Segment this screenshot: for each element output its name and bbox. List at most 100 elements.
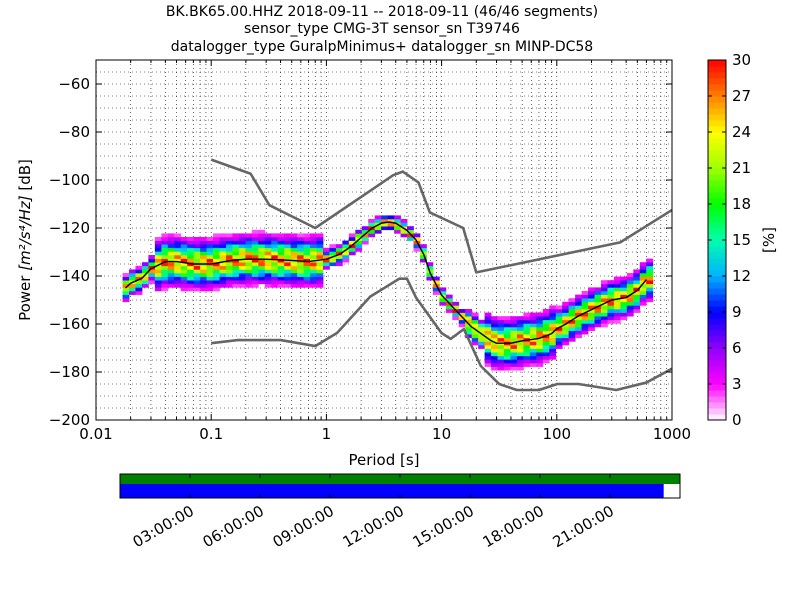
heatmap-cell (594, 298, 602, 303)
heatmap-cell (322, 255, 330, 259)
heatmap-cell (484, 352, 492, 357)
heatmap-cell (174, 255, 182, 259)
heatmap-cell (536, 334, 544, 339)
heatmap-cell (600, 294, 608, 299)
data-coverage-bar (120, 484, 664, 498)
heatmap-cell (639, 273, 647, 277)
heatmap-cell (238, 237, 246, 241)
colorbar-tick-label: 3 (732, 375, 742, 393)
heatmap-cell (310, 244, 317, 249)
heatmap-cell (193, 258, 201, 263)
heatmap-cell (316, 262, 324, 267)
heatmap-cell (277, 233, 285, 238)
heatmap-cell (516, 363, 524, 367)
heatmap-cell (549, 345, 557, 349)
heatmap-cell (626, 298, 634, 303)
heatmap-cell (639, 269, 647, 274)
heatmap-cell (180, 247, 188, 252)
heatmap-cell (491, 363, 498, 367)
heatmap-cell (213, 251, 220, 256)
heatmap-cell (620, 294, 628, 299)
heatmap-cell (187, 265, 195, 270)
heatmap-cell (516, 316, 524, 321)
heatmap-cell (284, 255, 292, 259)
heatmap-cell (251, 229, 259, 234)
heatmap-cell (633, 280, 641, 285)
heatmap-cell (458, 319, 466, 324)
heatmap-cell (303, 276, 311, 281)
heatmap-cell (225, 269, 233, 274)
heatmap-cell (419, 258, 427, 263)
heatmap-cell (646, 280, 654, 285)
heatmap-cell (213, 287, 220, 292)
y-tick-label: −120 (49, 219, 90, 237)
heatmap-cell (251, 244, 259, 249)
heatmap-cell (232, 237, 240, 241)
heatmap-cell (174, 265, 182, 270)
heatmap-cell (297, 251, 304, 256)
heatmap-cell (141, 269, 149, 274)
heatmap-cell (161, 240, 169, 245)
heatmap-cell (167, 233, 175, 238)
heatmap-cell (154, 280, 162, 285)
heatmap-cell (400, 233, 408, 238)
heatmap-cell (555, 309, 563, 313)
heatmap-cell (258, 247, 266, 252)
heatmap-cell (387, 226, 395, 231)
heatmap-cell (297, 247, 304, 252)
heatmap-cell (529, 330, 537, 335)
heatmap-cell (549, 319, 557, 324)
heatmap-cell (290, 273, 298, 277)
heatmap-cell (613, 287, 621, 292)
heatmap-cell (575, 305, 582, 310)
heatmap-cell (600, 291, 608, 295)
colorbar-segment (708, 324, 726, 331)
heatmap-cell (290, 247, 298, 252)
heatmap-cell (445, 305, 453, 310)
colorbar-segment (708, 402, 726, 409)
heatmap-cell (516, 355, 524, 360)
heatmap-cell (167, 255, 175, 259)
heatmap-cell (225, 276, 233, 281)
heatmap-cell (129, 287, 136, 292)
heatmap-cell (594, 291, 602, 295)
heatmap-cell (523, 327, 531, 331)
y-tick-label: −140 (49, 267, 90, 285)
heatmap-cell (258, 240, 266, 245)
time-tick-label: 15:00:00 (410, 502, 477, 551)
heatmap-cell (588, 298, 595, 303)
heatmap-cell (588, 291, 595, 295)
heatmap-cell (219, 258, 227, 263)
heatmap-cell (187, 258, 195, 263)
heatmap-cell (303, 269, 311, 274)
heatmap-cell (193, 255, 201, 259)
heatmap-cell (264, 265, 272, 270)
y-tick-label: −180 (49, 363, 90, 381)
heatmap-cell (161, 233, 169, 238)
heatmap-cell (536, 345, 544, 349)
heatmap-cell (594, 305, 602, 310)
heatmap-cell (626, 294, 634, 299)
heatmap-cell (238, 233, 246, 238)
heatmap-cell (303, 262, 311, 267)
heatmap-cell (562, 319, 570, 324)
heatmap-cell (238, 276, 246, 281)
heatmap-cell (491, 366, 498, 371)
title-line-2: sensor_type CMG-3T sensor_sn T39746 (244, 21, 520, 37)
heatmap-cell (303, 258, 311, 263)
title-line-1: BK.BK65.00.HHZ 2018-09-11 -- 2018-09-11 … (166, 4, 598, 20)
heatmap-cell (355, 229, 363, 234)
heatmap-cell (277, 247, 285, 252)
heatmap-cell (568, 309, 576, 313)
heatmap-cell (510, 337, 518, 342)
heatmap-cell (607, 316, 615, 321)
heatmap-cell (213, 269, 220, 274)
heatmap-cell (187, 247, 195, 252)
heatmap-cell (633, 269, 641, 274)
heatmap-cell (613, 283, 621, 288)
heatmap-cell (607, 309, 615, 313)
heatmap-cell (523, 323, 531, 328)
heatmap-cell (510, 330, 518, 335)
heatmap-cell (193, 237, 201, 241)
nlnm-curve (211, 277, 672, 392)
